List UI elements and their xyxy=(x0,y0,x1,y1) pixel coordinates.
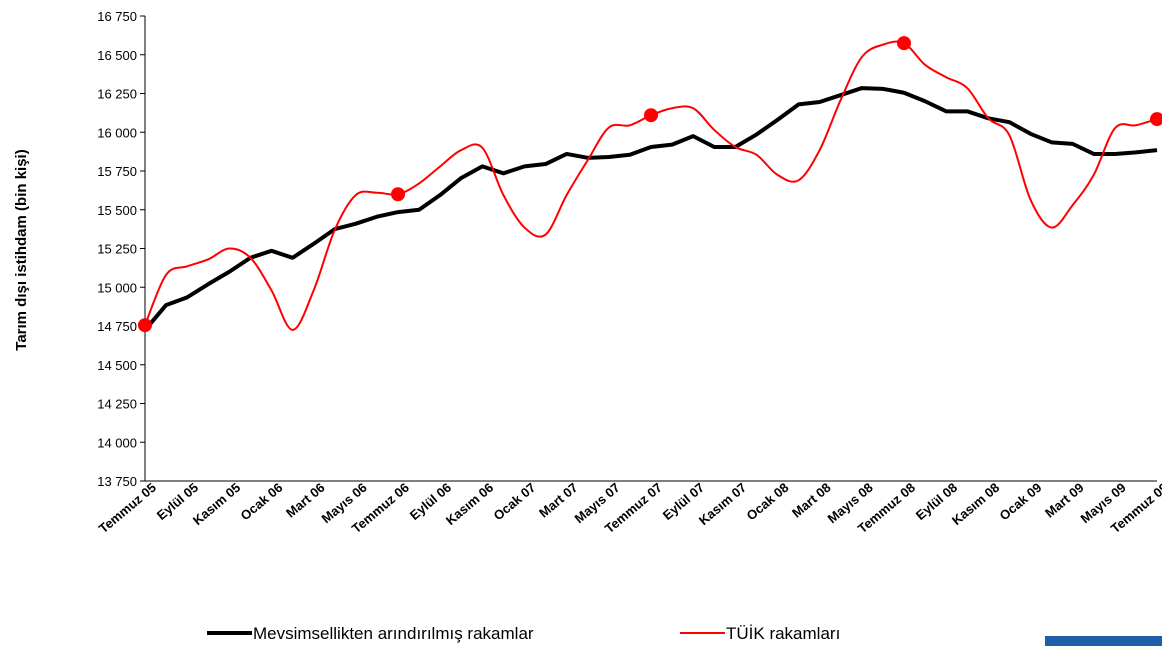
marker xyxy=(897,36,911,51)
x-tick-label: Ocak 07 xyxy=(491,480,539,524)
legend-label: TÜİK rakamları xyxy=(726,624,840,643)
y-tick-label: 15 750 xyxy=(97,164,137,179)
y-tick-label: 15 500 xyxy=(97,203,137,218)
y-axis-label: Tarım dışı istihdam (bin kişi) xyxy=(13,149,30,350)
y-tick-label: 14 250 xyxy=(97,397,137,412)
y-tick-label: 16 250 xyxy=(97,87,137,102)
y-tick-label: 14 500 xyxy=(97,358,137,373)
marker xyxy=(644,108,658,123)
marker xyxy=(138,318,152,333)
y-tick-label: 15 250 xyxy=(97,242,137,257)
x-tick-label: Kasım 08 xyxy=(949,480,1002,528)
y-tick-label: 14 000 xyxy=(97,435,137,450)
x-tick-label: Kasım 05 xyxy=(190,480,243,528)
x-tick-label: Ocak 06 xyxy=(238,480,286,524)
x-tick-label: Kasım 06 xyxy=(443,480,496,528)
logo xyxy=(1045,636,1162,646)
legend-label: Mevsimsellikten arındırılmış rakamlar xyxy=(253,624,534,643)
series-line xyxy=(143,86,1158,332)
x-tick-label: Ocak 08 xyxy=(744,480,792,524)
marker xyxy=(391,187,405,202)
y-tick-label: 15 000 xyxy=(97,280,137,295)
y-tick-label: 16 750 xyxy=(97,9,137,24)
x-tick-label: Ocak 09 xyxy=(997,480,1045,524)
x-tick-label: Kasım 07 xyxy=(696,480,749,528)
y-tick-label: 16 000 xyxy=(97,125,137,140)
y-tick-label: 13 750 xyxy=(97,474,137,489)
series-line xyxy=(144,40,1158,331)
y-tick-label: 16 500 xyxy=(97,48,137,63)
marker xyxy=(1150,112,1162,127)
y-tick-label: 14 750 xyxy=(97,319,137,334)
